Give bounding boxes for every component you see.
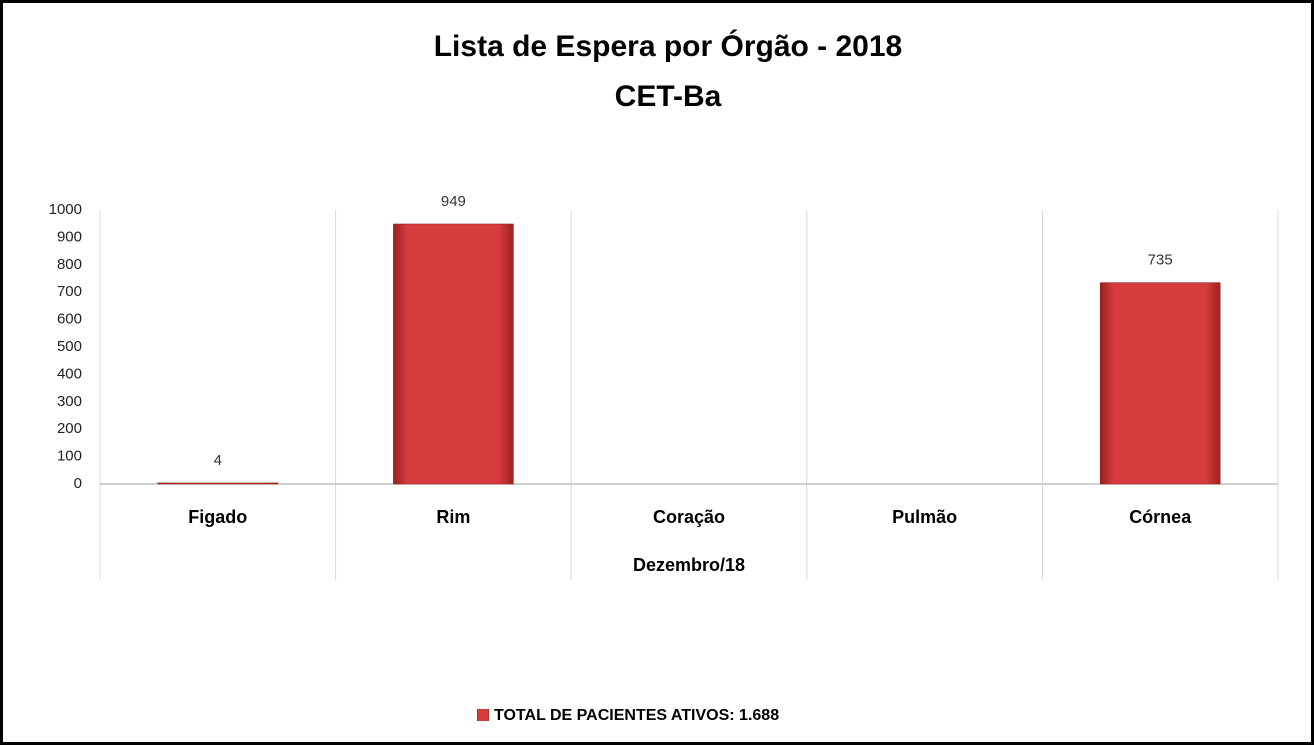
- legend-swatch: [477, 709, 489, 721]
- y-tick-label: 200: [57, 420, 82, 437]
- data-label: 949: [441, 193, 466, 210]
- data-label: 735: [1148, 252, 1173, 269]
- x-tick-label: Rim: [436, 507, 470, 527]
- legend-label: TOTAL DE PACIENTES ATIVOS: 1.688: [494, 707, 779, 724]
- x-axis-label: Dezembro/18: [633, 555, 745, 575]
- y-tick-label: 700: [57, 283, 82, 300]
- y-tick-label: 300: [57, 393, 82, 410]
- y-tick-label: 1000: [49, 201, 82, 218]
- bar: [1099, 282, 1221, 485]
- chart-subtitle: CET-Ba: [615, 80, 722, 113]
- x-tick-label: Coração: [653, 507, 725, 527]
- y-tick-label: 400: [57, 365, 82, 382]
- x-tick-label: Córnea: [1129, 507, 1192, 527]
- y-tick-label: 600: [57, 311, 82, 328]
- chart-title: Lista de Espera por Órgão - 2018: [434, 29, 903, 63]
- bar: [393, 223, 514, 485]
- y-tick-label: 500: [57, 338, 82, 355]
- y-tick-label: 900: [57, 228, 82, 245]
- data-label: 4: [214, 452, 222, 469]
- x-tick-label: Pulmão: [892, 507, 957, 527]
- y-tick-label: 800: [57, 256, 82, 273]
- x-tick-label: Figado: [188, 507, 247, 527]
- bar: [157, 482, 279, 485]
- y-tick-label: 0: [74, 475, 82, 492]
- y-tick-label: 100: [57, 448, 82, 465]
